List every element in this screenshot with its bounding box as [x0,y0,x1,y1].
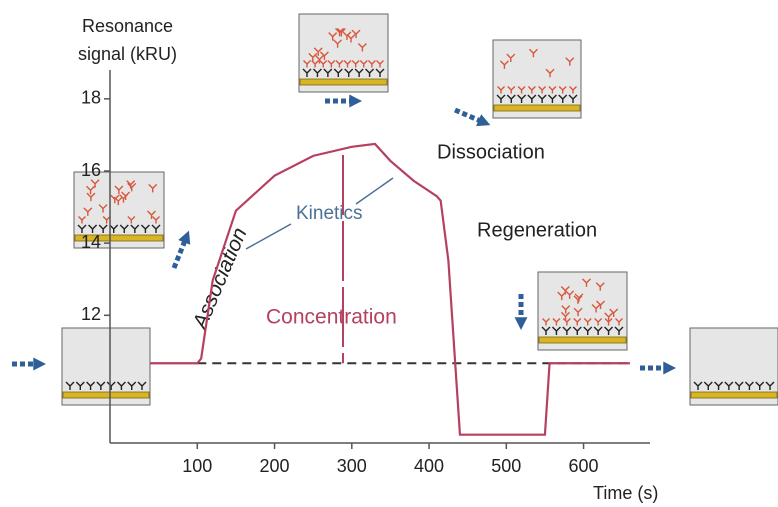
sensor-strip [691,392,777,398]
inset [299,14,388,92]
flow-arrow [174,238,186,268]
y-tick-label: 16 [81,160,101,180]
chart: Resonance signal (kRU) Time (s) Associat… [0,0,778,507]
flow-arrowhead [33,358,46,371]
pointer-line [246,224,291,249]
sensor-strip [63,392,149,398]
inset [62,328,150,405]
sensor-strip [494,105,580,111]
inset [493,40,581,118]
sensor-strip [539,337,626,343]
x-tick-label: 400 [414,456,444,476]
y-tick-label: 12 [81,304,101,324]
inset [690,328,778,405]
annotation: Concentration [266,306,397,329]
flow-arrowhead [515,317,528,330]
inset [538,272,627,350]
y-tick-label: 14 [81,232,101,252]
x-axis-label: Time (s) [593,483,658,503]
x-tick-label: 100 [182,456,212,476]
x-tick-label: 300 [337,456,367,476]
annotation: Regeneration [477,219,597,241]
sensor-strip [300,79,387,85]
flow-arrowhead [663,362,676,375]
x-tick-label: 200 [260,456,290,476]
flow-arrowhead [349,95,362,108]
annotation: Dissociation [437,141,545,163]
y-axis-label: signal (kRU) [78,44,177,64]
y-axis-label: Resonance [82,16,173,36]
annotation: Association [188,224,252,334]
annotation: Kinetics [296,203,363,224]
insets [12,14,778,405]
x-tick-label: 500 [491,456,521,476]
pointer-line [356,178,393,204]
y-tick-label: 18 [81,88,101,108]
x-tick-label: 600 [569,456,599,476]
